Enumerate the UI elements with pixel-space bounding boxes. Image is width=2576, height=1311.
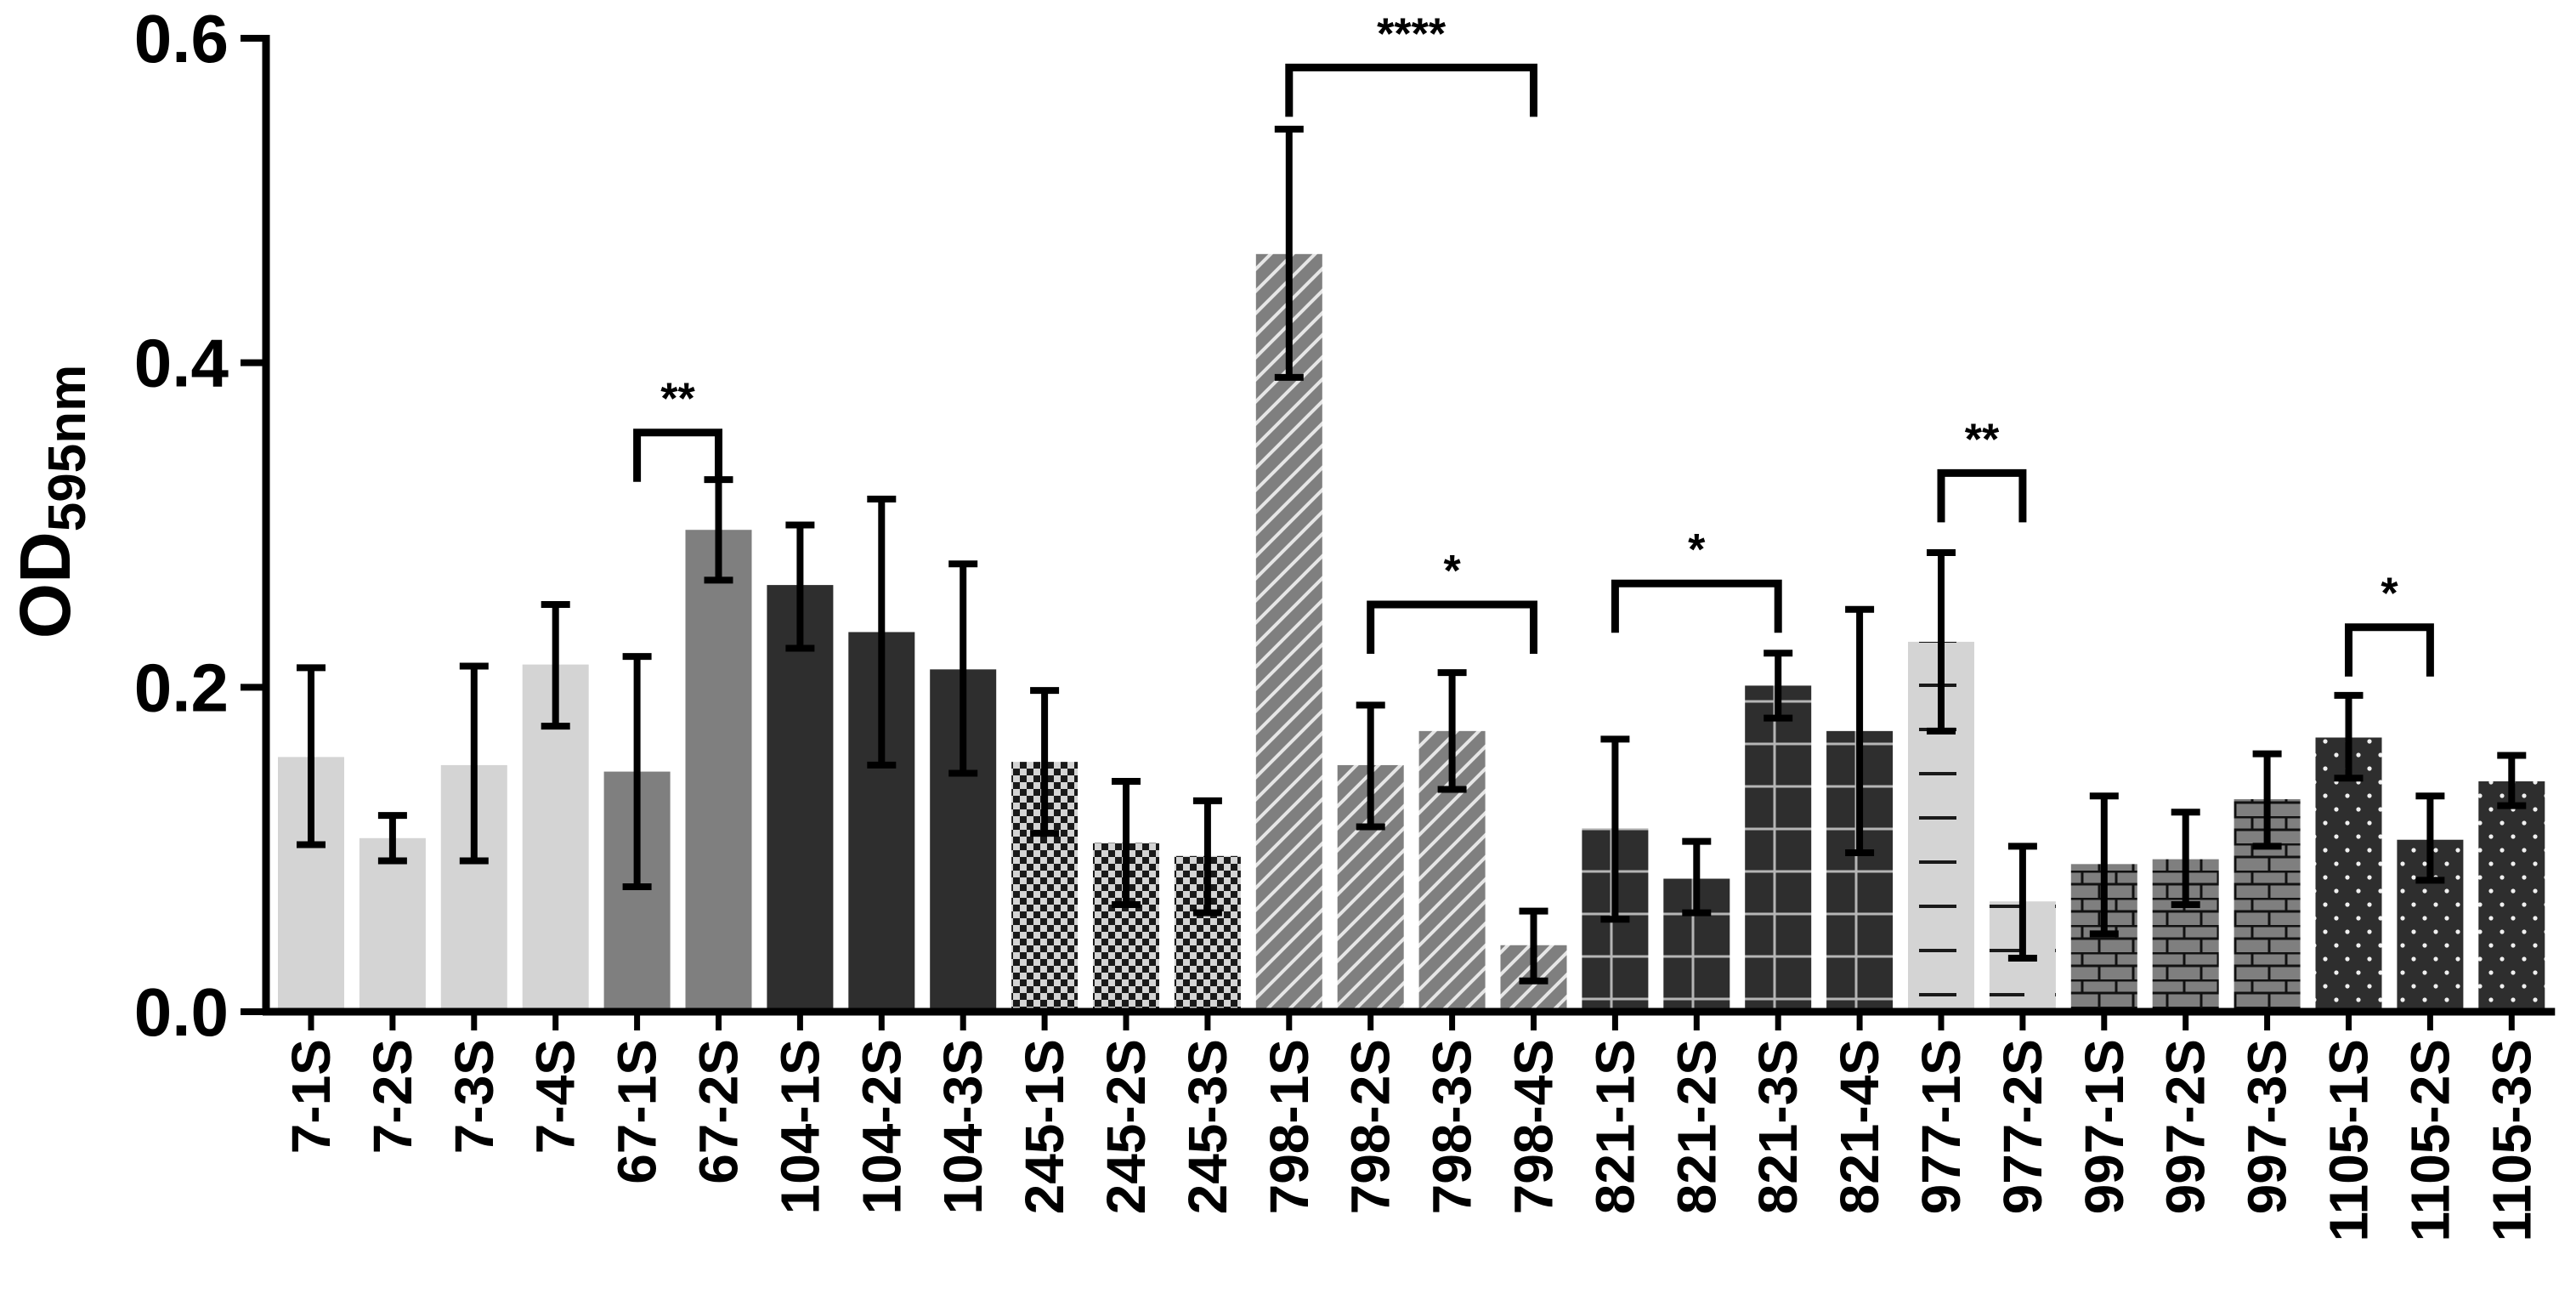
- error-bar-997-2s: [2171, 809, 2200, 909]
- significance-bracket-2: ****: [1285, 9, 1537, 117]
- error-bar-798-4s: [1519, 907, 1548, 985]
- x-tick-label-7-2s: 7-2S: [362, 1039, 423, 1154]
- significance-bracket-line: [1285, 63, 1537, 117]
- significance-bracket-3: *: [1367, 547, 1537, 655]
- x-tick-label-821-1s: 821-1S: [1584, 1039, 1645, 1214]
- x-tick-label-7-4s: 7-4S: [525, 1039, 586, 1154]
- significance-bracket-4: *: [1611, 525, 1782, 633]
- error-bar-104-1s: [785, 521, 815, 652]
- x-tick-label-104-2s: 104-2S: [851, 1039, 912, 1214]
- y-axis-title-subscript: 595nm: [38, 365, 97, 531]
- error-bar-7-2s: [377, 812, 407, 865]
- significance-bracket-1: **: [633, 375, 722, 482]
- x-tick-label-798-3s: 798-3S: [1422, 1039, 1483, 1214]
- significance-label: *: [2381, 570, 2398, 619]
- error-bar-821-3s: [1764, 650, 1793, 722]
- y-tick-label: 0.2: [134, 650, 229, 725]
- y-axis-title-main: OD: [5, 531, 85, 638]
- x-tick-label-798-1s: 798-1S: [1259, 1039, 1320, 1214]
- error-bar-821-1s: [1600, 735, 1630, 923]
- error-bar-977-1s: [1927, 548, 1956, 735]
- error-bar-245-2s: [1112, 778, 1141, 909]
- significance-group: ******* ****: [633, 9, 2434, 677]
- significance-label: *: [1688, 525, 1706, 575]
- bar-67-2s: [685, 530, 752, 1012]
- x-tick-label-821-3s: 821-3S: [1747, 1039, 1809, 1214]
- x-tick-label-7-3s: 7-3S: [444, 1039, 505, 1154]
- error-bar-245-1s: [1030, 687, 1060, 837]
- y-tick-label: 0.4: [134, 326, 229, 401]
- error-bar-245-3s: [1192, 797, 1222, 917]
- x-tick-label-821-2s: 821-2S: [1666, 1039, 1727, 1214]
- error-bar-798-2s: [1356, 701, 1385, 831]
- error-bar-1105-3s: [2497, 752, 2527, 809]
- error-bar-104-2s: [867, 495, 897, 769]
- bar-1105-1s: [2315, 737, 2382, 1012]
- significance-bracket-line: [1367, 600, 1537, 655]
- x-tick-label-245-1s: 245-1S: [1014, 1039, 1075, 1214]
- error-bars-group: [297, 125, 2527, 985]
- error-bar-798-3s: [1437, 669, 1467, 793]
- error-bar-1105-2s: [2415, 792, 2445, 884]
- bar-7-2s: [359, 837, 426, 1012]
- x-tick-label-104-1s: 104-1S: [769, 1039, 830, 1214]
- error-bar-821-2s: [1682, 837, 1712, 917]
- error-bar-821-4s: [1845, 605, 1875, 856]
- x-tick-label-977-2s: 977-2S: [1992, 1039, 2053, 1214]
- significance-bracket-line: [1611, 579, 1782, 633]
- error-bar-104-3s: [948, 560, 978, 777]
- x-tick-label-1105-1s: 1105-1S: [2318, 1039, 2380, 1241]
- axes-group: [262, 35, 2556, 1030]
- x-tick-labels-group: 7-1S 7-2S 7-3S 7-4S 67-1S 67-2S 104-1S 104-2S 10…: [280, 1039, 2542, 1241]
- x-tick-label-977-1s: 977-1S: [1911, 1039, 1972, 1214]
- significance-bracket-line: [633, 428, 722, 482]
- x-tick-label-7-1s: 7-1S: [280, 1039, 342, 1154]
- x-tick-label-798-2s: 798-2S: [1340, 1039, 1401, 1214]
- x-tick-label-997-2s: 997-2S: [2155, 1039, 2216, 1214]
- y-axis-title: OD595nm: [5, 365, 97, 638]
- x-tick-label-67-1s: 67-1S: [607, 1039, 668, 1184]
- error-bar-7-1s: [297, 664, 326, 848]
- x-tick-label-1105-2s: 1105-2S: [2399, 1039, 2460, 1241]
- error-bar-798-1s: [1274, 125, 1304, 381]
- bar-104-1s: [767, 585, 834, 1012]
- x-tick-label-997-1s: 997-1S: [2074, 1039, 2135, 1214]
- significance-bracket-5: **: [1937, 415, 2027, 523]
- significance-label: **: [1965, 415, 2000, 464]
- error-bar-7-3s: [459, 662, 489, 865]
- significance-label: *: [1443, 547, 1461, 596]
- x-tick-label-821-4s: 821-4S: [1829, 1039, 1890, 1214]
- x-tick-label-245-3s: 245-3S: [1177, 1039, 1238, 1214]
- significance-label: ****: [1377, 9, 1447, 59]
- y-ticks-group: 0.0 0.2 0.4 0.6: [134, 1, 266, 1050]
- significance-bracket-line: [1937, 468, 2027, 523]
- error-bar-977-2s: [2007, 843, 2037, 962]
- bar-1105-3s: [2478, 781, 2545, 1012]
- x-tick-label-997-3s: 997-3S: [2237, 1039, 2298, 1214]
- bars-group: [278, 253, 2545, 1012]
- error-bar-1105-1s: [2334, 691, 2364, 782]
- x-tick-label-104-3s: 104-3S: [932, 1039, 994, 1214]
- y-tick-label: 0.0: [134, 974, 229, 1050]
- error-bar-67-1s: [622, 653, 652, 891]
- significance-label: **: [660, 375, 695, 424]
- bar-821-3s: [1745, 685, 1812, 1012]
- x-tick-label-798-4s: 798-4S: [1503, 1039, 1565, 1214]
- significance-bracket-line: [2345, 623, 2434, 677]
- x-tick-label-1105-3s: 1105-3S: [2481, 1039, 2542, 1241]
- x-tick-label-67-2s: 67-2S: [688, 1039, 750, 1184]
- error-bar-7-4s: [541, 601, 570, 730]
- x-tick-label-245-2s: 245-2S: [1096, 1039, 1157, 1214]
- significance-bracket-6: *: [2345, 570, 2434, 677]
- error-bar-997-1s: [2089, 792, 2119, 938]
- error-bar-997-3s: [2252, 750, 2282, 850]
- y-tick-label: 0.6: [134, 1, 229, 77]
